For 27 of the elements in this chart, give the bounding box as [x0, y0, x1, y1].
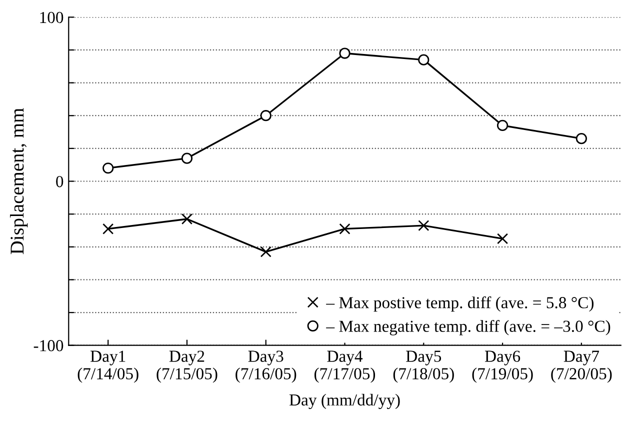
point	[181, 213, 193, 225]
point	[102, 223, 114, 234]
x-tick-label: Day4 (7/17/05)	[314, 350, 376, 383]
legend-label: – Max negative temp. diff (ave. = –3.0 °C)	[326, 320, 610, 336]
x-tick-label: Day6 (7/19/05)	[472, 350, 533, 383]
point	[181, 152, 193, 164]
point	[339, 223, 350, 234]
point	[418, 54, 430, 66]
point	[260, 246, 272, 258]
point	[576, 133, 587, 144]
point	[496, 233, 508, 244]
legend-label: – Max postive temp. diff (ave. = 5.8 °C)	[326, 296, 594, 312]
x-axis-title: Day (mm/dd/yy)	[289, 394, 400, 410]
y-tick-label: 100	[40, 12, 64, 24]
x-tick-label: Day5 (7/18/05)	[393, 350, 454, 383]
y-axis-title: Displacement, mm	[10, 108, 28, 254]
x-tick-label: Day7 (7/20/05)	[551, 350, 612, 383]
x-tick-label: Day1 (7/14/05)	[78, 350, 138, 383]
y-tick-label: 0	[56, 176, 64, 188]
point	[496, 120, 508, 132]
x-tick-label: Day2 (7/15/05)	[156, 350, 218, 383]
y-tick-label: -100	[34, 340, 64, 352]
point	[339, 48, 350, 59]
x-tick-label: Day3 (7/16/05)	[236, 350, 296, 383]
point	[260, 110, 272, 122]
point	[102, 162, 114, 174]
point	[418, 220, 430, 232]
